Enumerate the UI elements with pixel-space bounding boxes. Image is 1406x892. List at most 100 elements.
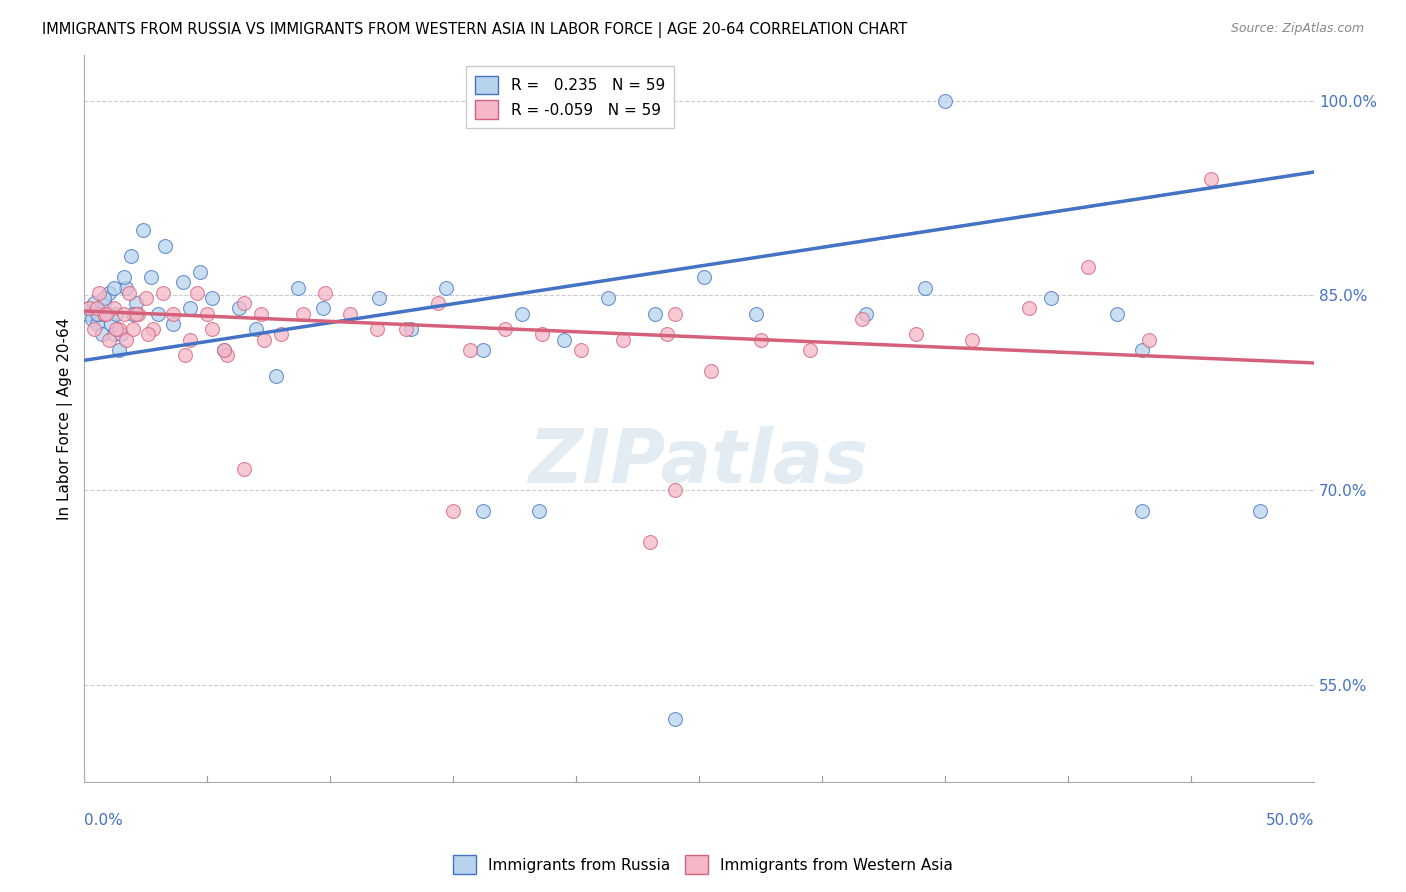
- Point: [264, 368, 287, 383]
- Point: [904, 327, 927, 342]
- Text: 0.0%: 0.0%: [84, 813, 124, 828]
- Point: [510, 307, 533, 321]
- Point: [186, 285, 208, 300]
- Point: [700, 364, 723, 378]
- Point: [122, 307, 145, 321]
- Point: [270, 327, 292, 342]
- Point: [934, 94, 956, 108]
- Text: Source: ZipAtlas.com: Source: ZipAtlas.com: [1230, 22, 1364, 36]
- Point: [664, 307, 686, 321]
- Point: [112, 270, 135, 285]
- Point: [76, 307, 98, 321]
- Point: [441, 504, 464, 518]
- Point: [851, 311, 873, 326]
- Point: [253, 333, 276, 347]
- Point: [1199, 171, 1222, 186]
- Point: [339, 307, 361, 321]
- Point: [1077, 260, 1099, 274]
- Point: [86, 317, 108, 331]
- Point: [83, 296, 105, 310]
- Point: [112, 307, 135, 321]
- Point: [366, 322, 388, 336]
- Point: [77, 301, 100, 316]
- Point: [233, 296, 256, 310]
- Point: [132, 223, 155, 237]
- Point: [1018, 301, 1040, 316]
- Point: [292, 307, 315, 321]
- Point: [245, 322, 267, 336]
- Point: [86, 307, 108, 321]
- Point: [125, 307, 148, 321]
- Point: [122, 322, 145, 336]
- Point: [215, 348, 238, 362]
- Point: [287, 280, 309, 294]
- Point: [612, 333, 634, 347]
- Point: [312, 301, 335, 316]
- Point: [135, 291, 157, 305]
- Point: [1039, 291, 1062, 305]
- Y-axis label: In Labor Force | Age 20-64: In Labor Force | Age 20-64: [58, 318, 73, 520]
- Point: [86, 301, 108, 316]
- Point: [115, 333, 138, 347]
- Point: [960, 333, 983, 347]
- Point: [152, 285, 174, 300]
- Point: [201, 291, 224, 305]
- Point: [87, 307, 110, 321]
- Point: [162, 317, 184, 331]
- Point: [115, 280, 138, 294]
- Point: [693, 270, 716, 285]
- Point: [598, 291, 620, 305]
- Point: [1130, 504, 1153, 518]
- Point: [120, 249, 142, 263]
- Point: [914, 280, 936, 294]
- Point: [93, 296, 115, 310]
- Point: [139, 270, 162, 285]
- Point: [96, 307, 118, 321]
- Point: [250, 307, 273, 321]
- Point: [125, 296, 148, 310]
- Point: [117, 285, 139, 300]
- Point: [188, 265, 211, 279]
- Point: [427, 296, 450, 310]
- Point: [1130, 343, 1153, 357]
- Point: [105, 307, 128, 321]
- Point: [195, 307, 218, 321]
- Point: [110, 327, 132, 342]
- Point: [664, 712, 686, 726]
- Point: [201, 322, 224, 336]
- Point: [644, 307, 666, 321]
- Point: [569, 343, 592, 357]
- Point: [77, 301, 100, 316]
- Point: [96, 307, 118, 321]
- Point: [553, 333, 575, 347]
- Point: [228, 301, 250, 316]
- Point: [401, 322, 423, 336]
- Point: [1137, 333, 1160, 347]
- Point: [179, 301, 201, 316]
- Point: [93, 291, 115, 305]
- Legend: Immigrants from Russia, Immigrants from Western Asia: Immigrants from Russia, Immigrants from …: [447, 849, 959, 880]
- Point: [855, 307, 877, 321]
- Point: [664, 483, 686, 498]
- Text: ZIPatlas: ZIPatlas: [529, 425, 869, 499]
- Point: [529, 504, 551, 518]
- Point: [107, 322, 129, 336]
- Point: [136, 327, 159, 342]
- Point: [745, 307, 768, 321]
- Point: [1107, 307, 1129, 321]
- Point: [97, 285, 120, 300]
- Point: [233, 462, 256, 476]
- Point: [395, 322, 418, 336]
- Point: [103, 327, 125, 342]
- Point: [97, 333, 120, 347]
- Point: [657, 327, 679, 342]
- Point: [530, 327, 553, 342]
- Point: [107, 343, 129, 357]
- Point: [638, 535, 661, 549]
- Point: [174, 348, 197, 362]
- Point: [799, 343, 821, 357]
- Point: [90, 327, 112, 342]
- Point: [105, 322, 128, 336]
- Point: [214, 343, 236, 357]
- Point: [103, 301, 125, 316]
